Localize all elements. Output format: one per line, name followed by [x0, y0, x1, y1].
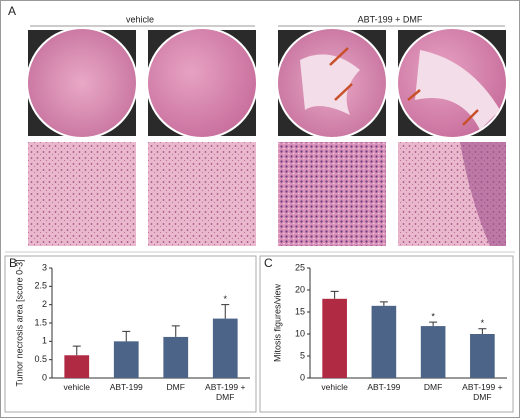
- histology: [278, 142, 386, 246]
- x-tick-label-box: ABT-199: [367, 382, 401, 392]
- x-tick-label: ABT-199: [109, 382, 143, 392]
- bar: [322, 298, 347, 378]
- bar: [371, 305, 397, 378]
- x-tick-label: DMF: [166, 382, 185, 392]
- error-bar: [379, 301, 388, 306]
- error-bar: [330, 290, 339, 299]
- y-axis-label: Mitosis figures/view: [272, 283, 282, 362]
- y-tick-label: 1.5: [34, 317, 47, 327]
- tissue: [26, 27, 138, 139]
- y-tick-label: 5: [300, 350, 305, 360]
- group-label: ABT-199 + DMF: [358, 14, 423, 24]
- error-bar: [478, 328, 487, 334]
- x-tick-label-box: vehicle: [321, 382, 348, 392]
- tissue: [146, 27, 258, 139]
- micrograph-row: [26, 27, 508, 139]
- bar: [64, 355, 90, 378]
- bar: [113, 341, 139, 378]
- x-tick-label: ABT-199 + DMF: [205, 382, 246, 402]
- y-tick-label: 1: [42, 336, 47, 346]
- x-tick-label-box: ABT-199 + DMF: [205, 382, 246, 402]
- y-axis-label: Tumor necrosis area [score 0-3]: [14, 259, 24, 386]
- error-bar: [72, 345, 81, 356]
- x-tick-label-box: ABT-199 + DMF: [462, 382, 503, 402]
- panel-a: A vehicle ABT-199 + DMF: [8, 4, 508, 246]
- error-bar: [171, 325, 180, 337]
- arrows: [329, 47, 479, 126]
- error-bar: [221, 304, 230, 319]
- histology: [28, 142, 136, 246]
- significance-label: *: [223, 294, 227, 304]
- y-tick-label: 15: [295, 306, 305, 316]
- x-tick-label: vehicle: [321, 382, 348, 392]
- x-tick-label: DMF: [423, 382, 443, 392]
- y-tick-label: 3: [42, 262, 47, 272]
- necrosis-edge: [460, 142, 506, 246]
- panel-label: B: [9, 256, 17, 270]
- x-tick-label: ABT-199: [367, 382, 401, 392]
- y-tick-label: 0: [42, 372, 47, 382]
- chart-border: [259, 255, 514, 413]
- significance-label: *: [481, 318, 485, 328]
- bar: [470, 334, 495, 378]
- x-tick-label: ABT-199 + DMF: [462, 382, 503, 402]
- y-tick-label: 2.5: [34, 281, 47, 291]
- bar: [420, 326, 446, 378]
- histology-row: [28, 142, 506, 246]
- x-tick-label-box: DMF: [166, 382, 185, 392]
- y-tick-label: 0.5: [34, 354, 47, 364]
- x-tick-label-box: ABT-199: [109, 382, 143, 392]
- y-tick-label: 25: [295, 262, 305, 272]
- bar: [163, 336, 189, 378]
- necrosis: [300, 54, 360, 115]
- group-label: vehicle: [126, 14, 154, 24]
- y-tick-label: 10: [295, 328, 305, 338]
- x-tick-label-box: vehicle: [63, 382, 90, 392]
- y-tick-label: 2: [42, 299, 47, 309]
- bar: [212, 318, 238, 378]
- error-bar: [122, 330, 131, 342]
- x-tick-label: vehicle: [63, 382, 90, 392]
- panel-label: C: [264, 256, 273, 270]
- necrosis: [415, 50, 500, 130]
- significance-label: *: [431, 311, 435, 321]
- y-tick-label: 0: [300, 372, 305, 382]
- histology: [148, 142, 256, 246]
- x-tick-label-box: DMF: [423, 382, 443, 392]
- y-tick-label: 20: [295, 284, 305, 294]
- chart-border: [4, 255, 257, 413]
- error-bar: [429, 321, 438, 327]
- panel-label: A: [8, 4, 16, 18]
